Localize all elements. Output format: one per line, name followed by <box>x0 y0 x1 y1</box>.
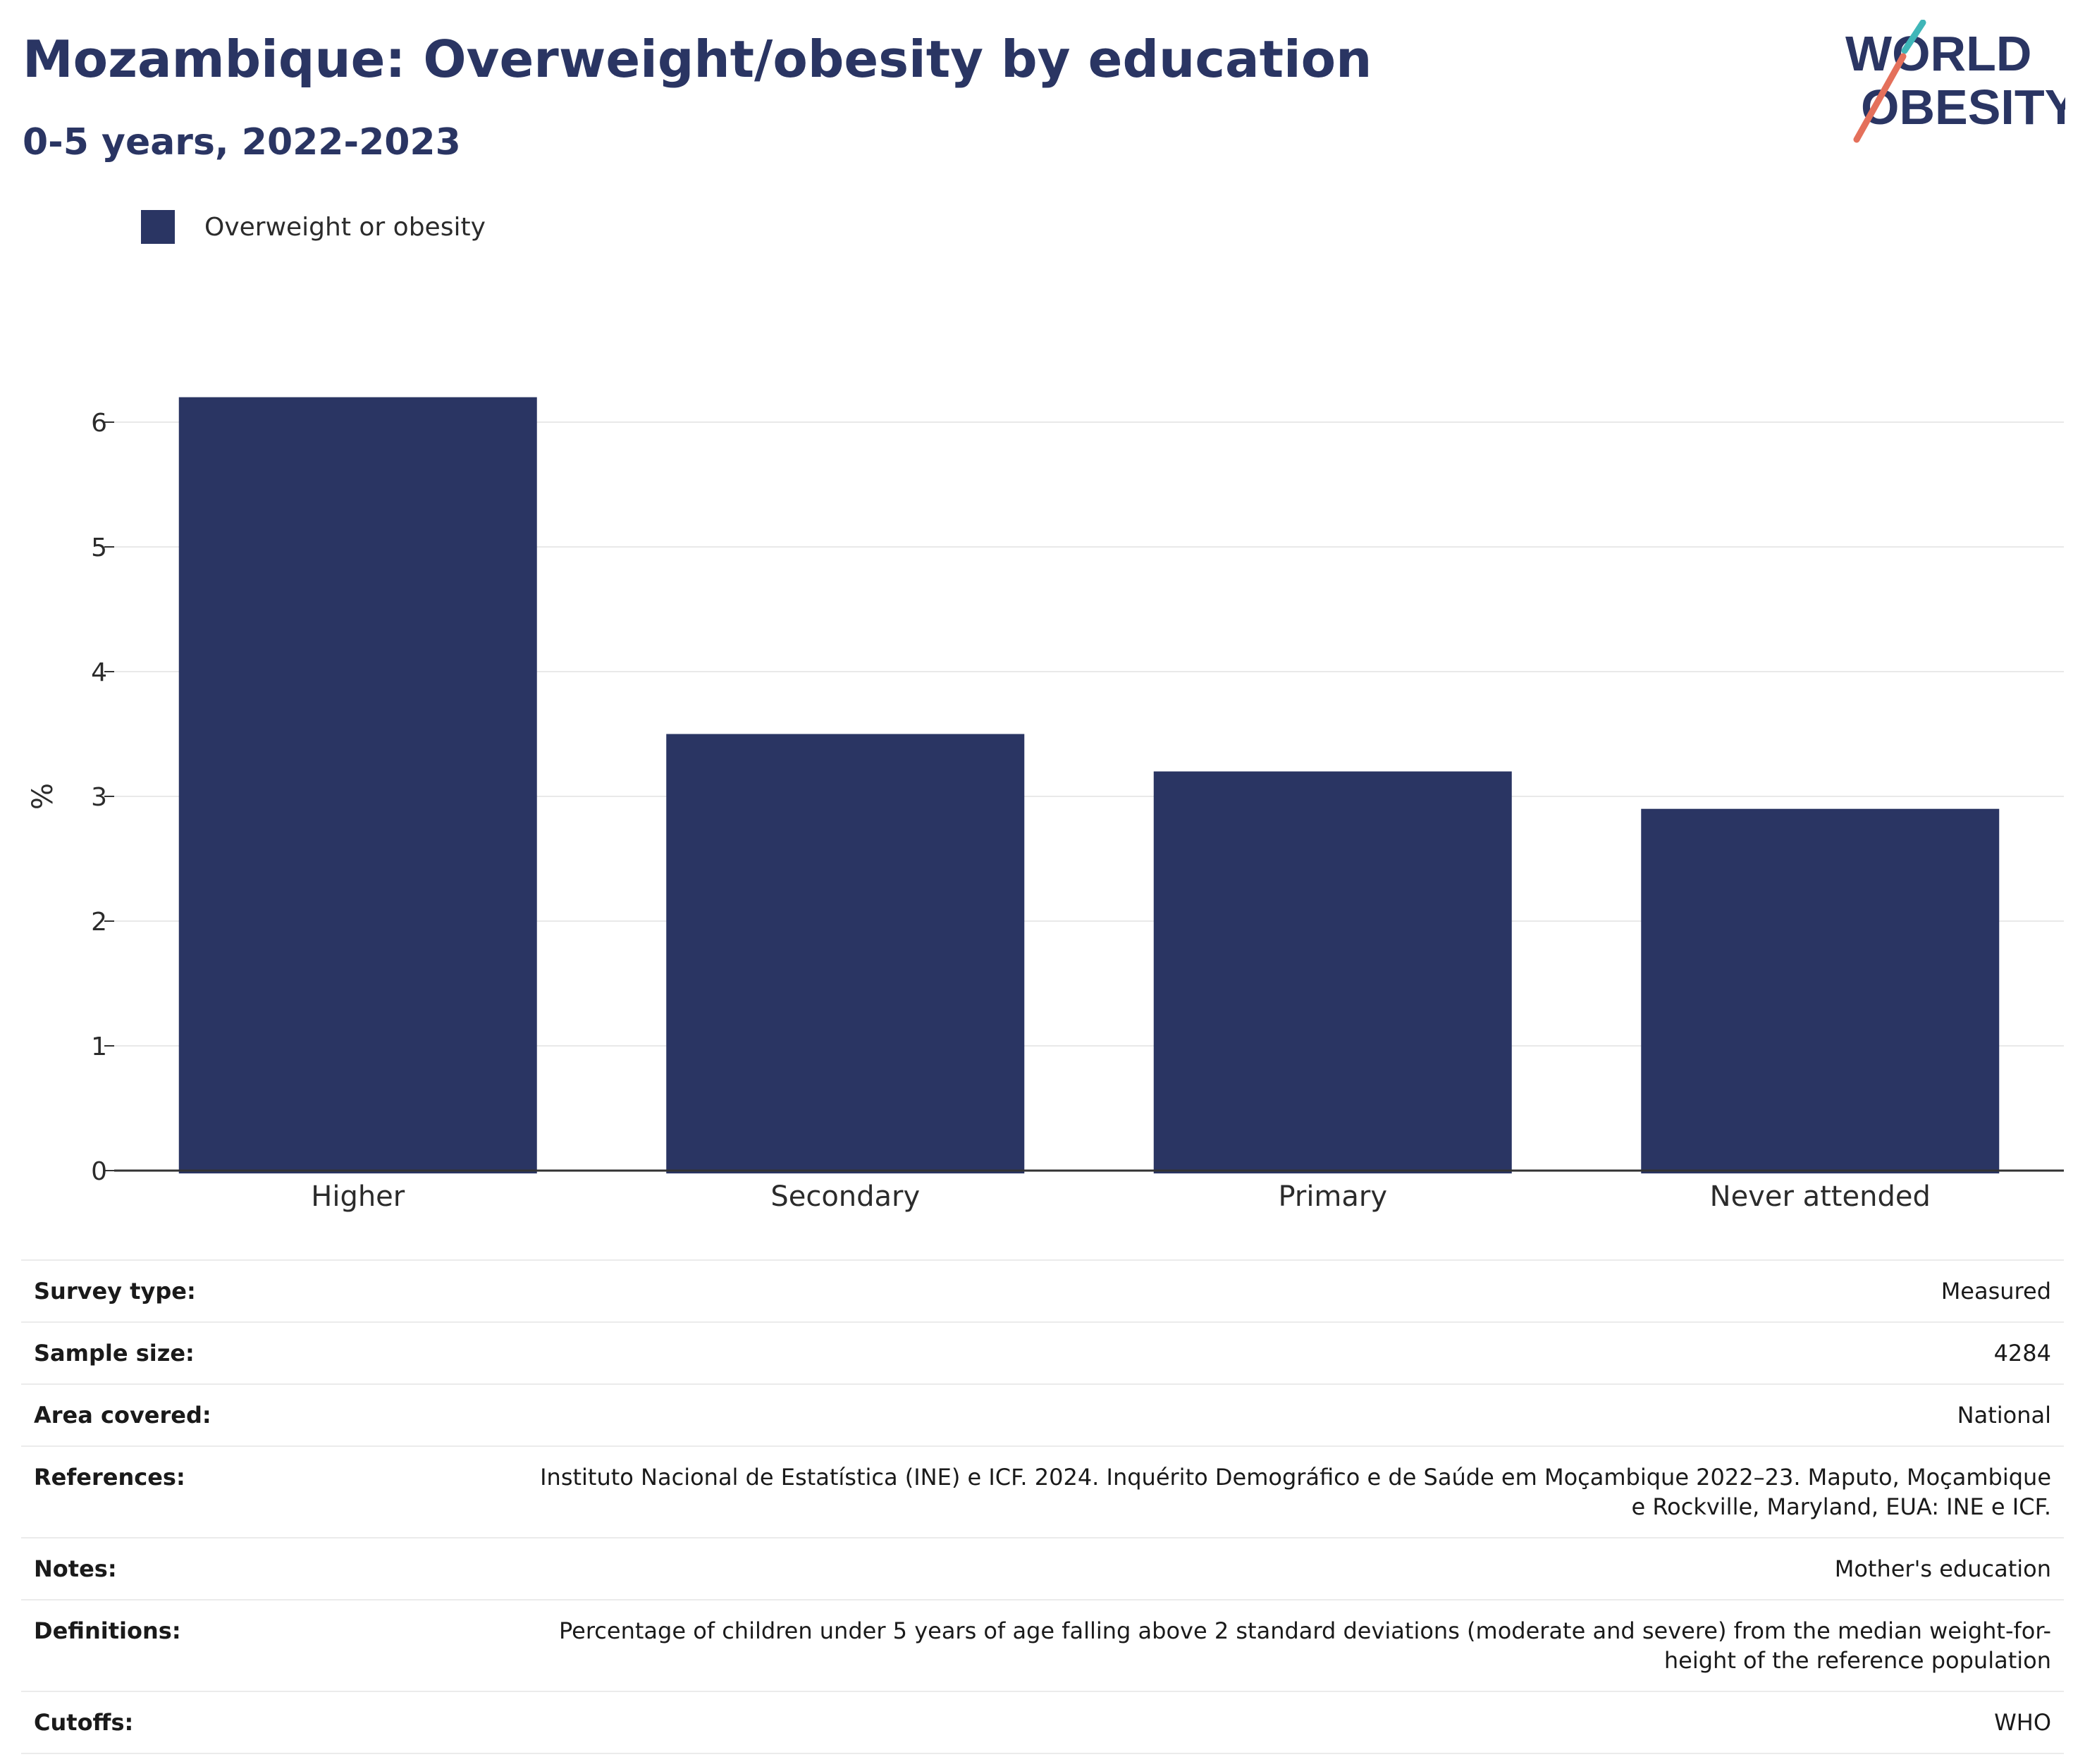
meta-row: Area covered: National <box>21 1385 2064 1447</box>
meta-row: References: Instituto Nacional de Estatís… <box>21 1447 2064 1538</box>
y-tick-label: 0 <box>91 1157 107 1186</box>
meta-value: Mother's education <box>1834 1555 2051 1582</box>
bar-secondary <box>666 734 1025 1173</box>
meta-row: Survey type: Measured <box>21 1261 2064 1323</box>
meta-value: Measured <box>1941 1278 2051 1305</box>
meta-row: Cutoffs: WHO <box>21 1692 2064 1754</box>
meta-key: Area covered: <box>34 1402 211 1429</box>
logo-word-obesity: OBESITY <box>1861 80 2065 135</box>
logo-word-world: WORLD <box>1845 26 2031 81</box>
meta-value: Percentage of children under 5 years of … <box>559 1617 2051 1674</box>
logo-coral-slash <box>1853 53 1907 143</box>
logo-teal-slash <box>1901 20 1926 54</box>
meta-key: Definitions: <box>34 1617 181 1644</box>
chart-legend: Overweight or obesity <box>141 209 486 245</box>
bar-chart: 0 1 2 3 4 5 6% Higher Secondary Primary Never atte… <box>27 397 2064 1213</box>
meta-value: WHO <box>1994 1709 2051 1736</box>
x-tick-label: Primary <box>1278 1180 1387 1213</box>
y-tick-label: 1 <box>91 1032 107 1061</box>
legend-label: Overweight or obesity <box>204 212 486 242</box>
y-tick-label: 4 <box>91 658 107 687</box>
meta-key: Notes: <box>34 1555 117 1582</box>
meta-key: References: <box>34 1464 185 1491</box>
meta-value: Instituto Nacional de Estatística (INE) … <box>540 1464 2051 1520</box>
meta-row: Definitions: Percentage of children under… <box>21 1600 2064 1692</box>
meta-row: Notes: Mother's education <box>21 1538 2064 1600</box>
meta-key: Cutoffs: <box>34 1709 134 1736</box>
chart-title: Mozambique: Overweight/obesity by educat… <box>23 30 1372 89</box>
meta-key: Survey type: <box>34 1278 196 1305</box>
meta-key: Sample size: <box>34 1340 195 1367</box>
y-axis-label: % <box>27 783 59 810</box>
x-tick-label: Higher <box>311 1180 405 1213</box>
meta-value: National <box>1957 1402 2051 1429</box>
y-tick-label: 5 <box>91 533 107 562</box>
x-tick-label: Secondary <box>770 1180 920 1213</box>
meta-value: 4284 <box>1993 1340 2051 1367</box>
meta-row: Sample size: 4284 <box>21 1323 2064 1385</box>
metadata-table: Survey type: Measured Sample size: 4284 Area… <box>21 1259 2064 1754</box>
bar-primary <box>1153 771 1512 1173</box>
y-tick-label: 3 <box>91 783 107 812</box>
world-obesity-logo: WORLD OBESITY <box>1845 20 2065 143</box>
legend-swatch <box>141 210 175 244</box>
y-tick-label: 2 <box>91 908 107 937</box>
x-tick-label: Never attended <box>1710 1180 1931 1213</box>
y-tick-label: 6 <box>91 409 107 438</box>
bar-higher <box>178 397 537 1173</box>
chart-subtitle: 0-5 years, 2022-2023 <box>23 121 461 164</box>
bar-never-attended <box>1641 808 2000 1173</box>
